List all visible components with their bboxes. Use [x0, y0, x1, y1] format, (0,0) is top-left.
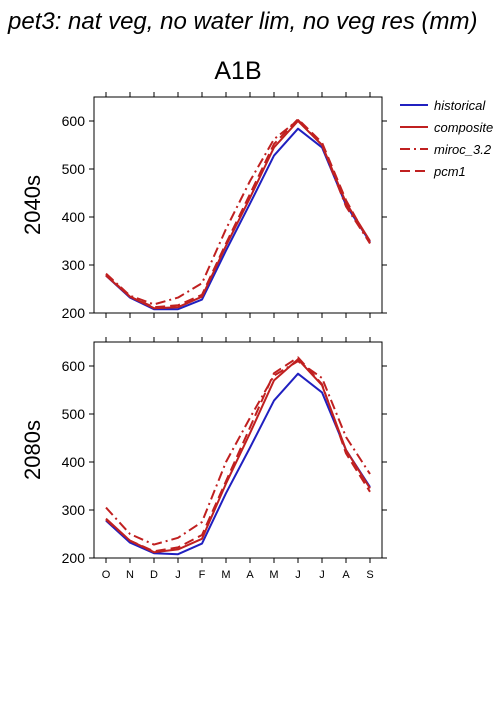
series-line-miroc_3.2: [105, 360, 371, 546]
x-tick-label: M: [221, 569, 230, 581]
panel-frame: [93, 341, 383, 559]
panel-label: 2080s: [20, 420, 45, 480]
x-tick-label: J: [319, 569, 325, 581]
x-tick-label: A: [246, 569, 254, 581]
panel-2040s: 200 300 400 500 600 2040s: [20, 92, 387, 321]
series-line-miroc_3.2: [105, 119, 371, 306]
chart-title: pet3: nat veg, no water lim, no veg res …: [7, 8, 478, 35]
series-line-composite: [105, 120, 371, 310]
legend-label-pcm1: pcm1: [433, 164, 466, 179]
y-tick-label: 300: [62, 502, 86, 518]
legend-label-historical: historical: [434, 98, 486, 113]
chart-subtitle: A1B: [214, 57, 261, 85]
chart-panels: 200 300 400 500 600 2040s 200 300 400 500 600 O N D J F…: [20, 92, 387, 581]
y-tick-label: 600: [62, 358, 86, 374]
legend-label-miroc_3.2: miroc_3.2: [434, 142, 492, 157]
y-tick-label: 200: [62, 550, 86, 566]
y-tick-label: 500: [62, 406, 86, 422]
series-line-historical: [105, 127, 371, 311]
y-tick-label: 200: [62, 305, 86, 321]
y-tick-label: 600: [62, 113, 86, 129]
x-tick-label: F: [199, 569, 206, 581]
y-tick-label: 400: [62, 454, 86, 470]
x-tick-label: J: [175, 569, 181, 581]
x-tick-label: N: [126, 569, 134, 581]
x-tick-label: J: [295, 569, 301, 581]
panel-frame: [93, 96, 383, 314]
x-tick-label: O: [102, 569, 111, 581]
chart-legend: historical composite miroc_3.2 pcm1: [400, 98, 493, 179]
y-tick-label: 500: [62, 161, 86, 177]
y-tick-label: 400: [62, 209, 86, 225]
panel-2080s: 200 300 400 500 600 O N D J F M A M J J A S 2080s: [20, 337, 387, 581]
series-line-historical: [105, 372, 371, 556]
legend-label-composite: composite: [434, 120, 493, 135]
x-tick-label: S: [366, 569, 373, 581]
series-line-pcm1: [105, 356, 371, 553]
panel-label: 2040s: [20, 175, 45, 235]
x-tick-label: D: [150, 569, 158, 581]
x-tick-label: A: [342, 569, 350, 581]
y-tick-label: 300: [62, 257, 86, 273]
series-line-pcm1: [105, 118, 371, 309]
x-tick-label: M: [269, 569, 278, 581]
